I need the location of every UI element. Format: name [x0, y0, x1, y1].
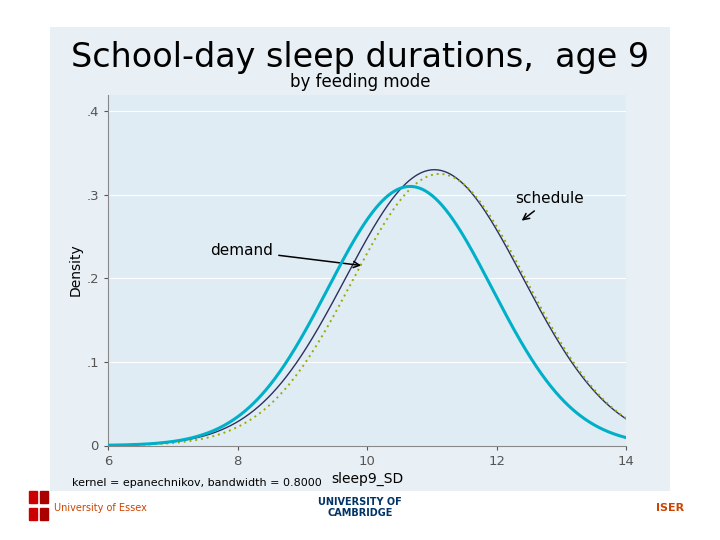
Text: School-day sleep durations,  age 9: School-day sleep durations, age 9	[71, 40, 649, 73]
Text: University of Essex: University of Essex	[54, 503, 147, 512]
Text: by feeding mode: by feeding mode	[289, 73, 431, 91]
X-axis label: sleep9_SD: sleep9_SD	[331, 472, 403, 486]
Text: ISER: ISER	[655, 503, 684, 512]
Text: UNIVERSITY OF
CAMBRIDGE: UNIVERSITY OF CAMBRIDGE	[318, 497, 402, 518]
Text: schedule: schedule	[516, 192, 585, 220]
Text: demand: demand	[210, 244, 359, 267]
Text: kernel = epanechnikov, bandwidth = 0.8000: kernel = epanechnikov, bandwidth = 0.800…	[72, 478, 322, 488]
Y-axis label: Density: Density	[68, 244, 82, 296]
